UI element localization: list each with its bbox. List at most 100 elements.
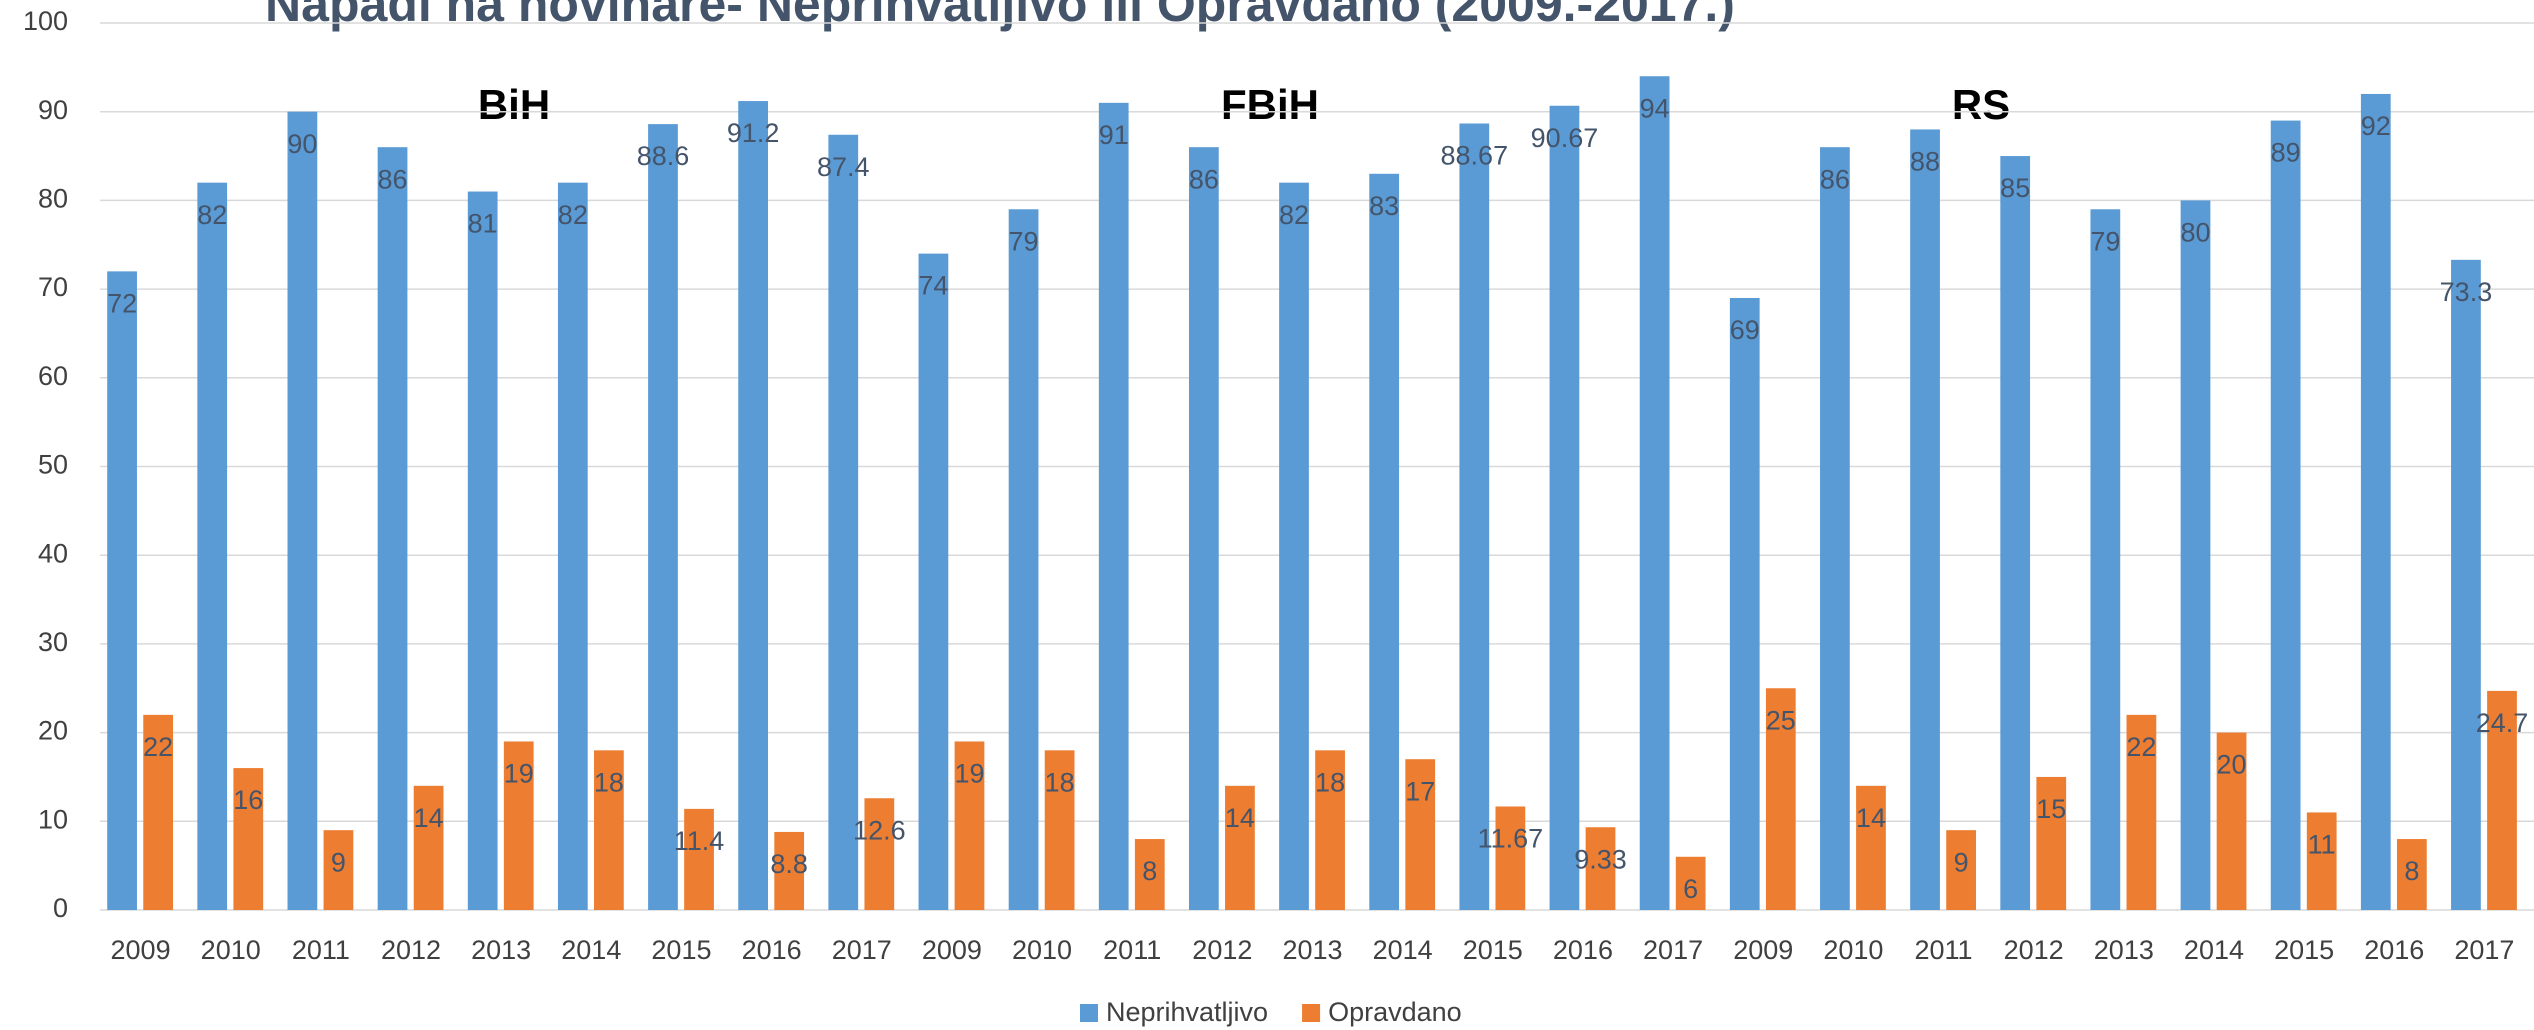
y-tick-label: 30: [38, 627, 68, 657]
bar: [954, 741, 985, 910]
bar: [467, 191, 498, 910]
x-tick-label: 2012: [381, 935, 441, 965]
bar: [413, 785, 444, 910]
data-label: 90: [287, 129, 317, 159]
data-label: 18: [594, 767, 624, 797]
x-tick-label: 2010: [1823, 935, 1883, 965]
data-label: 85: [2000, 173, 2030, 203]
data-label: 19: [954, 759, 984, 789]
bar: [1459, 123, 1490, 911]
bar: [1585, 827, 1616, 910]
bar: [648, 124, 678, 911]
bar: [828, 134, 859, 911]
bar: [377, 147, 408, 910]
bar: [107, 271, 137, 910]
x-tick-label: 2009: [922, 935, 982, 965]
data-label: 72: [107, 288, 137, 318]
x-tick-label: 2014: [561, 935, 621, 965]
data-label: 11.67: [1478, 824, 1544, 854]
x-tick-label: 2011: [1103, 935, 1161, 965]
bar: [1729, 297, 1760, 911]
data-label: 12.6: [853, 815, 906, 845]
bar: [2000, 156, 2031, 911]
legend-label: Neprihvatljivo: [1106, 997, 1268, 1027]
y-tick-label: 60: [38, 361, 68, 391]
bar: [1188, 147, 1219, 910]
data-label: 74: [918, 271, 948, 301]
data-label: 15: [2036, 794, 2066, 824]
group-label: RS: [1952, 81, 2010, 128]
x-tick-label: 2015: [1463, 935, 1523, 965]
bar: [1549, 105, 1580, 911]
data-label: 82: [558, 200, 588, 230]
data-label: 8: [2404, 856, 2419, 886]
x-tick-label: 2017: [2454, 935, 2514, 965]
bar: [503, 741, 534, 910]
data-label: 18: [1315, 767, 1345, 797]
data-label: 14: [414, 803, 444, 833]
bar: [1820, 147, 1850, 910]
bar: [2487, 690, 2517, 910]
y-tick-label: 20: [38, 716, 68, 746]
chart-title: Napadi na novinare- Neprihvatljivo ili O…: [265, 0, 1735, 32]
data-label: 87.4: [817, 152, 870, 182]
y-tick-label: 0: [53, 893, 68, 923]
x-tick-label: 2011: [1914, 935, 1972, 965]
legend-swatch: [1302, 1004, 1321, 1022]
data-label: 89: [2271, 138, 2301, 168]
y-tick-label: 10: [38, 804, 68, 834]
bar: [2180, 200, 2211, 910]
bar: [1044, 750, 1075, 910]
bar: [864, 798, 895, 910]
bar: [918, 253, 949, 910]
bar: [684, 808, 714, 910]
bar: [594, 750, 624, 910]
bar: [1008, 209, 1039, 910]
bar: [323, 830, 354, 910]
y-tick-label: 80: [38, 184, 68, 214]
x-tick-label: 2012: [1192, 935, 1252, 965]
bar: [1495, 806, 1526, 910]
group-label: BiH: [478, 81, 550, 128]
bar: [1315, 750, 1345, 910]
bar: [2360, 93, 2391, 910]
data-label: 14: [1856, 803, 1886, 833]
x-tick-label: 2013: [1282, 935, 1342, 965]
bar: [1369, 173, 1400, 911]
x-tick-label: 2013: [2094, 935, 2154, 965]
data-label: 86: [378, 164, 408, 194]
bar: [1765, 688, 1796, 910]
data-label: 90.67: [1531, 123, 1599, 153]
data-label: 73.3: [2440, 277, 2493, 307]
x-tick-label: 2016: [1553, 935, 1613, 965]
bar: [2126, 714, 2157, 910]
data-label: 19: [504, 759, 534, 789]
bar: [1856, 785, 1886, 910]
bar: [1405, 759, 1436, 910]
bar: [738, 101, 768, 910]
data-label: 6: [1683, 874, 1698, 904]
data-label: 80: [2180, 218, 2210, 248]
data-label: 11.4: [674, 826, 725, 856]
data-label: 24.7: [2476, 708, 2529, 738]
bar: [233, 768, 264, 910]
x-tick-label: 2013: [471, 935, 531, 965]
group-label: FBiH: [1221, 81, 1319, 128]
y-tick-label: 70: [38, 272, 68, 302]
data-label: 17: [1405, 776, 1435, 806]
data-label: 82: [1279, 200, 1309, 230]
bar: [1675, 856, 1706, 910]
y-tick-label: 100: [23, 6, 68, 36]
bar: [2036, 776, 2067, 910]
data-label: 9.33: [1574, 844, 1627, 874]
x-tick-label: 2012: [2004, 935, 2064, 965]
data-label: 91.2: [727, 118, 780, 148]
data-label: 82: [197, 200, 227, 230]
bar: [2270, 120, 2301, 910]
data-label: 20: [2217, 750, 2247, 780]
data-label: 16: [233, 785, 263, 815]
bar: [557, 182, 588, 910]
data-label: 14: [1225, 803, 1255, 833]
x-tick-label: 2015: [2274, 935, 2334, 965]
